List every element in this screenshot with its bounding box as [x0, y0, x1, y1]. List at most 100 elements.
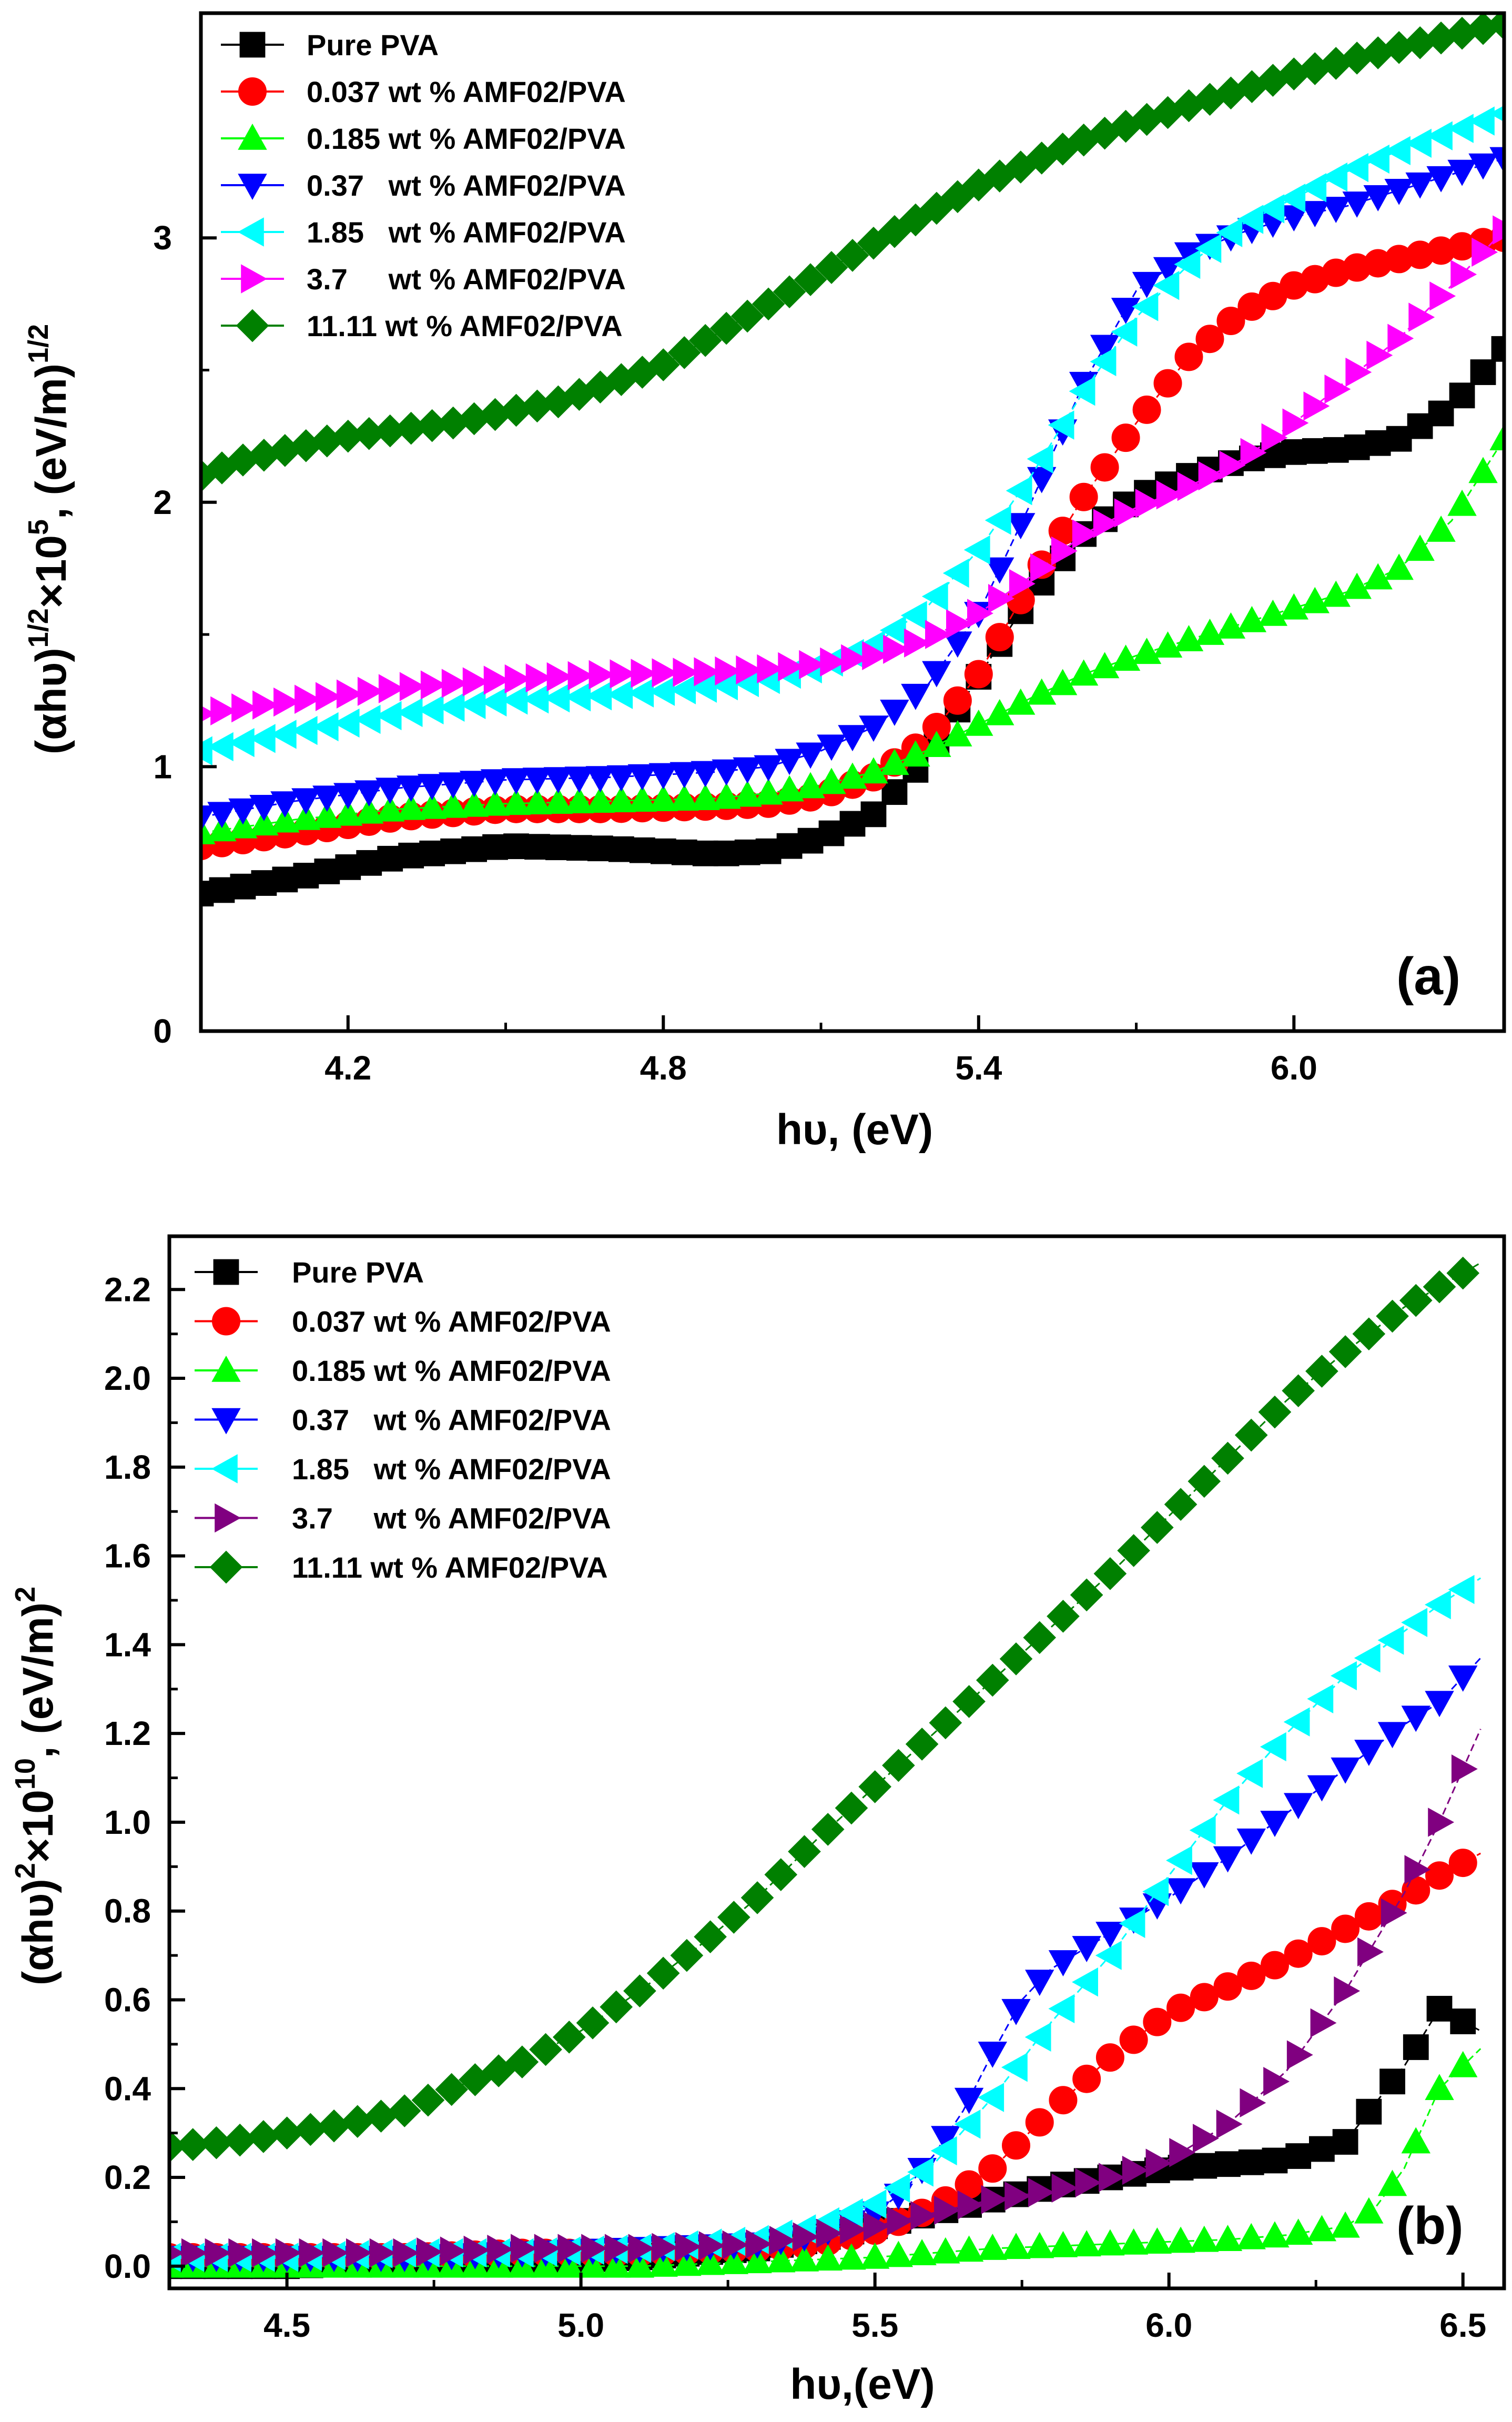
data-point — [606, 786, 636, 813]
data-point — [205, 2238, 231, 2268]
data-point — [904, 628, 930, 658]
data-point — [1070, 1578, 1103, 1612]
data-point — [857, 226, 890, 260]
legend-label: 1.85 wt % AMF02/PVA — [292, 1452, 611, 1486]
data-point — [981, 2185, 1008, 2214]
data-point — [1408, 302, 1435, 332]
data-point — [817, 768, 846, 794]
panel-b-y-label-unit: , (eV/m) — [14, 1602, 62, 1758]
data-point — [1331, 1757, 1360, 1784]
legend-marker — [213, 1259, 239, 1285]
data-point — [1283, 2218, 1313, 2245]
data-point — [333, 783, 363, 810]
data-point — [836, 2198, 863, 2228]
data-point — [884, 2173, 910, 2203]
data-point — [417, 2237, 443, 2267]
data-point — [1472, 237, 1498, 267]
data-point — [1009, 569, 1036, 599]
data-point — [901, 683, 930, 710]
data-point — [312, 801, 342, 828]
data-point — [859, 715, 888, 742]
panel-b-x-axis-label: hυ,(eV) — [790, 2360, 935, 2408]
data-point — [1321, 197, 1351, 223]
data-point — [1283, 1707, 1310, 1737]
data-point — [333, 799, 363, 826]
data-point — [1006, 688, 1036, 715]
data-point — [1342, 153, 1369, 183]
panel-b-y-axis-label: (αhυ)2×1010, (eV/m)2 — [9, 1587, 62, 1985]
data-point — [623, 1974, 656, 2007]
data-point — [811, 1813, 845, 1846]
legend-marker — [238, 77, 267, 106]
data-point — [910, 2201, 937, 2231]
data-point — [882, 1749, 915, 1782]
legend-marker — [215, 1503, 241, 1533]
data-point — [672, 2249, 702, 2276]
data-point — [1363, 563, 1393, 590]
data-point — [740, 1881, 774, 1914]
y-tick-label: 3 — [153, 219, 172, 257]
legend-label: 1.85 wt % AMF02/PVA — [307, 216, 626, 249]
data-point — [838, 762, 867, 789]
data-point — [778, 652, 805, 682]
data-point — [694, 657, 721, 687]
data-point — [1468, 106, 1495, 136]
data-point — [1174, 342, 1203, 371]
y-tick-label: 2.0 — [104, 1359, 151, 1397]
data-point — [1072, 1967, 1098, 1997]
data-point — [459, 790, 489, 817]
data-point — [1236, 1828, 1266, 1855]
data-point — [249, 794, 279, 821]
data-point — [1303, 391, 1330, 421]
data-point — [862, 641, 889, 671]
data-point — [985, 506, 1011, 535]
data-point — [1332, 2129, 1358, 2155]
data-point — [1446, 1256, 1480, 1290]
data-point — [1072, 2230, 1101, 2257]
data-point — [1491, 336, 1504, 362]
data-point — [769, 2226, 796, 2255]
data-point — [1263, 2067, 1290, 2096]
data-point — [228, 2238, 255, 2268]
data-point — [775, 775, 804, 802]
legend-label: 11.11 wt % AMF02/PVA — [307, 309, 623, 342]
data-point — [1286, 2040, 1313, 2070]
data-point — [1448, 1666, 1478, 1692]
data-point — [1188, 1465, 1221, 1498]
data-point — [1027, 444, 1053, 474]
data-point — [312, 712, 339, 742]
data-point — [1493, 215, 1504, 245]
panel-b-y-label-exp1: 2 — [9, 1863, 41, 1879]
data-point — [1487, 13, 1504, 41]
data-point — [1354, 1643, 1381, 1673]
legend-marker — [238, 174, 267, 200]
data-point — [978, 2154, 1007, 2183]
data-point — [438, 692, 465, 722]
series-7 — [169, 1256, 1481, 2163]
panel-a-y-label-exp3: 1/2 — [23, 324, 54, 364]
data-point — [1006, 476, 1032, 506]
data-point — [438, 772, 468, 799]
data-point — [860, 801, 887, 827]
data-point — [652, 658, 678, 688]
data-point — [730, 299, 764, 333]
data-point — [841, 644, 868, 674]
data-point — [228, 812, 258, 839]
data-point — [1190, 1862, 1219, 1889]
data-point — [291, 715, 318, 745]
data-point — [207, 732, 234, 762]
legend-marker — [236, 309, 269, 342]
data-point — [1321, 162, 1348, 192]
data-point — [883, 634, 909, 664]
data-point — [1153, 369, 1182, 398]
data-point — [1284, 1939, 1313, 1968]
data-point — [1356, 2098, 1382, 2125]
data-point — [929, 1706, 962, 1740]
data-point — [1142, 2227, 1172, 2254]
data-point — [1069, 482, 1098, 511]
data-point — [576, 2006, 610, 2040]
data-point — [1401, 1608, 1428, 1637]
data-point — [978, 2233, 1007, 2260]
data-point — [1307, 1927, 1336, 1956]
data-point — [1216, 2110, 1243, 2139]
